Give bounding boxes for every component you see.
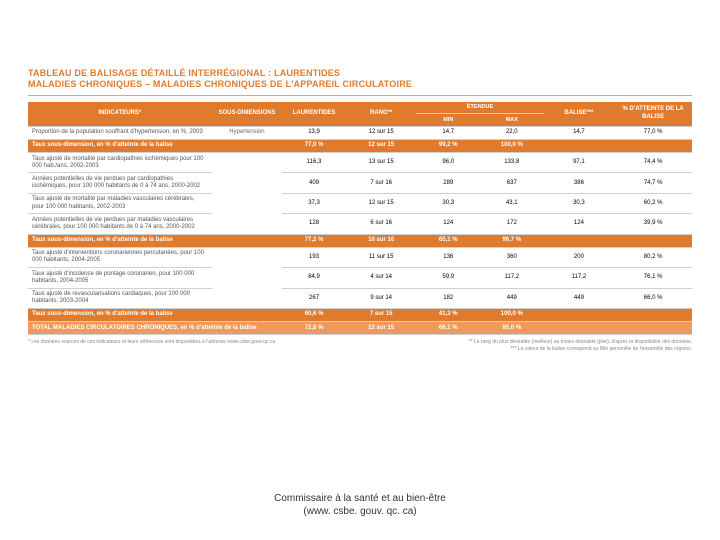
table-row: Taux ajusté de mortalité par cardiopathi… [28, 153, 692, 173]
h-laurentides: LAURENTIDES [282, 102, 346, 127]
h-sous: SOUS-DIMENSIONS [212, 102, 283, 127]
footnotes: * Les données sources de ces indicateurs… [28, 339, 692, 352]
table-row: Taux ajusté d'incidence de pontage coron… [28, 268, 692, 288]
table-row: TOTAL MALADIES CIRCULATOIRES CHRONIQUES,… [28, 322, 692, 335]
footer-line-1: Commissaire à la santé et au bien-être [0, 492, 720, 505]
h-indicateurs: INDICATEURS* [28, 102, 212, 127]
table-row: Taux sous-dimension, en % d'atteinte de … [28, 308, 692, 321]
table-row: Taux ajusté de revascularisations cardia… [28, 288, 692, 308]
table-row: Taux sous-dimension, en % d'atteinte de … [28, 139, 692, 152]
h-balise: BALISE*** [544, 102, 615, 127]
table-row: Taux ajusté de mortalité par maladies va… [28, 193, 692, 213]
footnote-right: ** Le rang du plus désirable (meilleur) … [373, 339, 692, 352]
h-min: MIN [416, 114, 480, 127]
footnote-left: * Les données sources de ces indicateurs… [28, 339, 347, 352]
h-atteinte: % D'ATTEINTE DE LA BALISE [614, 102, 692, 127]
h-etendue: ÉTENDUE [416, 102, 543, 114]
title-block: TABLEAU DE BALISAGE DÉTAILLÉ INTERRÉGION… [28, 68, 692, 96]
h-max: MAX [480, 114, 544, 127]
page-footer: Commissaire à la santé et au bien-être (… [0, 492, 720, 518]
h-rang: RANG** [346, 102, 417, 127]
content-area: TABLEAU DE BALISAGE DÉTAILLÉ INTERRÉGION… [0, 0, 720, 352]
table-row: Proportion de la population souffrant d'… [28, 126, 692, 139]
title-line-2: MALADIES CHRONIQUES – MALADIES CHRONIQUE… [28, 79, 692, 90]
table-body: Proportion de la population souffrant d'… [28, 126, 692, 335]
table-header: INDICATEURS* SOUS-DIMENSIONS LAURENTIDES… [28, 102, 692, 127]
title-line-1: TABLEAU DE BALISAGE DÉTAILLÉ INTERRÉGION… [28, 68, 692, 79]
balisage-table: INDICATEURS* SOUS-DIMENSIONS LAURENTIDES… [28, 102, 692, 336]
table-row: Taux sous-dimension, en % d'atteinte de … [28, 234, 692, 247]
table-row: Années potentielles de vie perdues par m… [28, 214, 692, 234]
table-row: Taux ajusté d'interventions coronarienne… [28, 247, 692, 267]
table-row: Années potentielles de vie perdues par c… [28, 173, 692, 193]
footer-line-2: (www. csbe. gouv. qc. ca) [0, 505, 720, 518]
